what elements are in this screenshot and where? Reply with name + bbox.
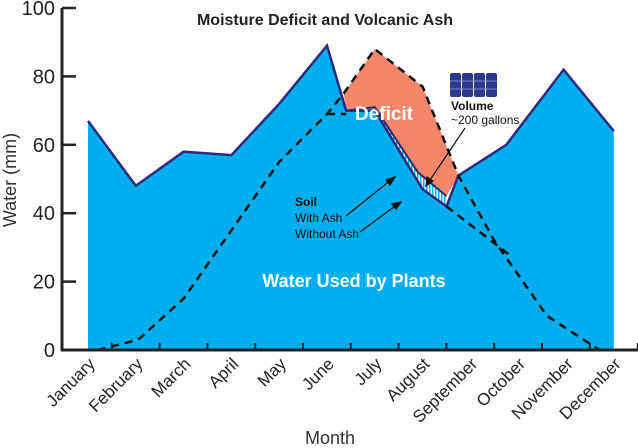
x-axis-label: Month <box>305 428 355 448</box>
annotation-arrows <box>345 127 466 233</box>
x-tick-label: February <box>85 354 147 416</box>
precipitation-line <box>86 42 615 209</box>
soil-label: Soil <box>295 195 317 209</box>
volume-value: ~200 gallons <box>451 113 519 127</box>
x-tick-label: March <box>148 354 195 401</box>
y-tick-label: 60 <box>33 135 55 157</box>
soil-with-ash-line <box>345 106 448 197</box>
x-tick-label: June <box>298 354 338 394</box>
with-ash-label: With Ash <box>295 211 342 225</box>
without-ash-label: Without Ash <box>295 227 359 241</box>
x-tick-label: April <box>205 354 242 391</box>
y-tick-label: 0 <box>44 340 55 362</box>
dashed-line-2 <box>97 47 601 352</box>
y-tick-label: 40 <box>33 203 55 225</box>
chart-title: Moisture Deficit and Volcanic Ash <box>197 12 453 29</box>
y-tick-label: 80 <box>33 66 55 88</box>
y-tick-label: 20 <box>33 272 55 294</box>
y-tick-label: 100 <box>22 0 55 20</box>
ash-soil-hatch <box>346 107 447 207</box>
y-axis-label: Water (mm) <box>0 133 20 227</box>
deficit-area <box>343 49 459 197</box>
deficit-label: Deficit <box>355 104 414 125</box>
x-tick-label: July <box>351 354 386 389</box>
barrels-icon <box>450 73 497 97</box>
water-used-area <box>88 45 614 350</box>
x-tick-label: May <box>254 354 290 390</box>
water-used-label: Water Used by Plants <box>262 271 445 291</box>
volume-label: Volume <box>451 99 494 113</box>
